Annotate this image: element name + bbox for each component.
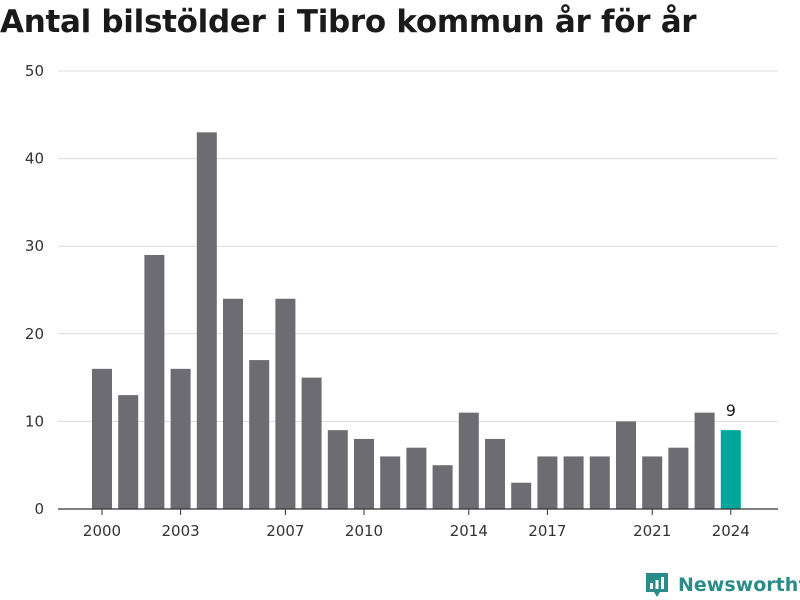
data-label: 9 bbox=[726, 401, 736, 420]
bar bbox=[432, 465, 453, 509]
bar bbox=[694, 412, 715, 509]
bar bbox=[196, 132, 217, 509]
x-tick-label: 2014 bbox=[450, 522, 488, 540]
bar bbox=[249, 360, 270, 509]
x-tick-label: 2000 bbox=[83, 522, 121, 540]
bar bbox=[458, 412, 479, 509]
x-tick-label: 2017 bbox=[528, 522, 566, 540]
bar bbox=[720, 430, 741, 509]
bar bbox=[485, 438, 505, 509]
x-tick-label: 2003 bbox=[162, 522, 200, 540]
bar bbox=[589, 456, 610, 509]
y-tick-label: 10 bbox=[25, 412, 44, 430]
bar bbox=[380, 456, 401, 509]
bar bbox=[616, 421, 636, 509]
bar bbox=[92, 368, 112, 509]
bar bbox=[301, 377, 322, 509]
y-tick-label: 50 bbox=[25, 62, 44, 80]
chart-title: Antal bilstölder i Tibro kommun år för å… bbox=[0, 4, 697, 40]
newsworthy-chart-icon bbox=[646, 573, 668, 597]
y-tick-label: 30 bbox=[25, 237, 44, 255]
y-tick-label: 40 bbox=[25, 150, 44, 168]
brand-logo: Newsworthy bbox=[644, 570, 800, 600]
x-tick-label: 2024 bbox=[712, 522, 750, 540]
bar bbox=[170, 368, 191, 509]
y-tick-label: 0 bbox=[34, 500, 44, 518]
bar bbox=[275, 298, 296, 509]
bar bbox=[563, 456, 584, 509]
bar bbox=[406, 447, 427, 509]
bar bbox=[537, 456, 558, 509]
x-tick-label: 2010 bbox=[345, 522, 383, 540]
bar bbox=[223, 298, 243, 509]
bar bbox=[511, 482, 532, 509]
brand-name: Newsworthy bbox=[678, 574, 800, 596]
bar bbox=[668, 447, 689, 509]
bar bbox=[144, 254, 165, 509]
bar bbox=[642, 456, 663, 509]
y-tick-label: 20 bbox=[25, 325, 44, 343]
x-tick-label: 2021 bbox=[633, 522, 671, 540]
x-tick-label: 2007 bbox=[266, 522, 304, 540]
bar bbox=[118, 395, 139, 509]
bar bbox=[327, 430, 348, 509]
bar bbox=[354, 438, 374, 509]
